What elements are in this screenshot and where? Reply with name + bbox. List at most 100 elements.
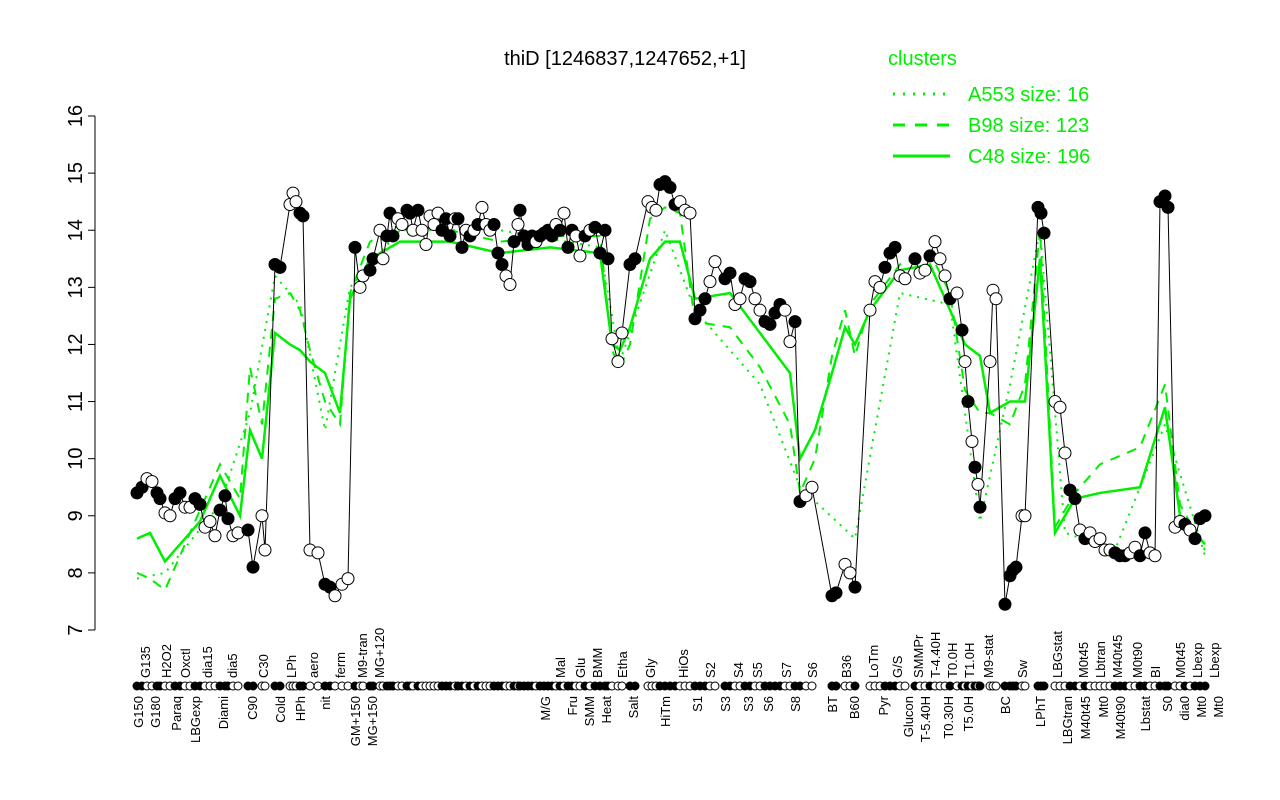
data-point — [289, 195, 303, 209]
x-labels: G135 H2O2 Oxctl dia15 dia5 C30 LPh aero ferm M9-t… — [131, 628, 1226, 746]
rug-point — [991, 681, 1001, 691]
x-label-lower: G180 — [148, 696, 163, 728]
data-point — [663, 180, 677, 194]
data-point — [363, 263, 377, 277]
data-point — [783, 335, 797, 349]
data-point — [173, 486, 187, 500]
data-point — [193, 497, 207, 511]
data-point — [973, 500, 987, 514]
x-label-lower: GM+150 — [348, 696, 363, 746]
x-label-upper: dia5 — [225, 653, 240, 678]
data-point — [778, 303, 792, 317]
rug-point — [1200, 681, 1210, 691]
data-point — [273, 260, 287, 274]
y-tick-label: 11 — [65, 391, 87, 412]
data-point — [965, 435, 979, 449]
x-label-lower: Mt0 — [1194, 696, 1209, 718]
rug-point — [305, 681, 315, 691]
x-label-upper: G135 — [138, 646, 153, 678]
x-label-lower: Fru — [565, 696, 580, 716]
data-point — [743, 275, 757, 289]
data-point — [1093, 532, 1107, 546]
x-label-lower: MG+150 — [365, 696, 380, 746]
data-point — [601, 252, 615, 266]
data-point — [628, 252, 642, 266]
x-label-upper: M9-tran — [355, 633, 370, 678]
y-tick-label: 13 — [65, 276, 87, 298]
data-point — [748, 292, 762, 306]
data-point — [1198, 509, 1212, 523]
data-point — [557, 206, 571, 220]
data-point — [983, 355, 997, 369]
data-point — [341, 572, 355, 586]
data-point — [888, 240, 902, 254]
data-point — [163, 509, 177, 523]
data-point — [415, 223, 429, 237]
legend-label-b98: B98 size: 123 — [968, 115, 1089, 137]
data-point — [353, 280, 367, 294]
x-label-upper: C30 — [256, 654, 271, 678]
data-point — [1188, 532, 1202, 546]
x-label-lower: BT — [825, 696, 840, 713]
data-point — [475, 200, 489, 214]
data-point — [395, 218, 409, 232]
data-point — [708, 255, 722, 269]
x-label-lower: BC — [998, 696, 1013, 714]
x-label-lower: M40t45 — [1078, 696, 1093, 739]
x-label-lower: T5.0H — [961, 696, 976, 731]
data-point — [863, 303, 877, 317]
rug-point — [617, 681, 627, 691]
data-point — [843, 566, 857, 580]
data-point — [753, 303, 767, 317]
rug-point — [850, 681, 860, 691]
x-label-lower: SMM — [582, 696, 597, 726]
data-point — [733, 292, 747, 306]
x-label-lower: B60 — [847, 696, 862, 719]
x-label-lower: S3 — [741, 696, 756, 712]
rug-point — [260, 681, 270, 691]
x-label-lower: Lbstat — [1138, 696, 1153, 732]
x-label-upper: dia15 — [200, 646, 215, 678]
x-label-lower: S8 — [788, 696, 803, 712]
x-label-upper: Gly — [643, 658, 658, 678]
data-point — [328, 589, 342, 603]
x-label-upper: Lbexp — [1207, 643, 1222, 678]
rug-point — [630, 681, 640, 691]
data-point — [933, 252, 947, 266]
data-point — [598, 223, 612, 237]
data-point — [491, 246, 505, 260]
data-point — [918, 263, 932, 277]
data-point — [153, 492, 167, 506]
data-point — [683, 206, 697, 220]
data-point — [255, 509, 269, 523]
data-point — [376, 252, 390, 266]
series-line — [136, 181, 1206, 605]
x-label-lower: LBGtran — [1060, 696, 1075, 744]
data-point — [213, 503, 227, 517]
data-point — [507, 235, 521, 249]
data-point — [950, 286, 964, 300]
y-tick-label: 10 — [65, 448, 87, 470]
x-label-lower: Pyr — [876, 695, 891, 715]
data-point — [989, 292, 1003, 306]
data-point — [455, 240, 469, 254]
x-label-upper: S7 — [779, 662, 794, 678]
x-label-lower: Glucon — [901, 696, 916, 737]
x-label-upper: S5 — [750, 662, 765, 678]
x-label-upper: Oxctl — [178, 648, 193, 678]
x-label-lower: M40t90 — [1113, 696, 1128, 739]
x-label-upper: M9-stat — [981, 634, 996, 678]
x-label-lower: Mt0 — [1211, 696, 1226, 718]
data-point — [898, 272, 912, 286]
data-point — [763, 317, 777, 331]
data-point — [971, 477, 985, 491]
rug-point — [1039, 681, 1049, 691]
x-label-upper: T0.0H — [945, 643, 960, 678]
data-point — [698, 292, 712, 306]
data-point — [553, 223, 567, 237]
data-point — [296, 209, 310, 223]
chart-title: thiD [1246837,1247652,+1] — [504, 48, 746, 70]
x-label-lower: Heat — [599, 696, 614, 724]
data-point — [386, 229, 400, 243]
